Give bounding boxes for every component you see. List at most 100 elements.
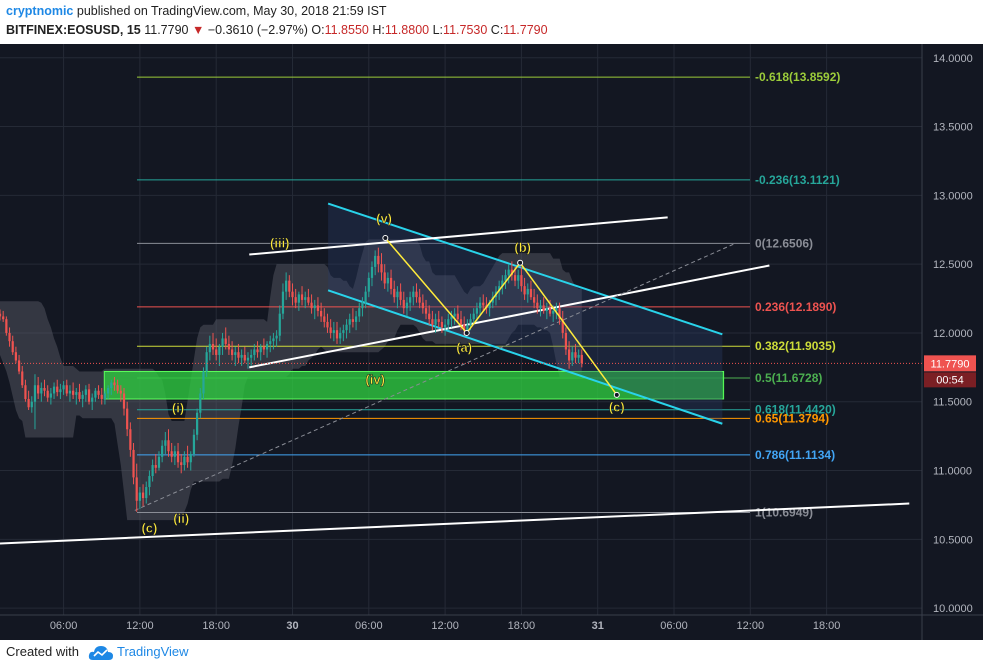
candle bbox=[272, 338, 275, 342]
candle bbox=[281, 291, 285, 314]
candle bbox=[176, 451, 180, 463]
candle bbox=[65, 385, 68, 394]
candle bbox=[116, 385, 119, 391]
elliott-path[interactable] bbox=[382, 235, 620, 398]
candle bbox=[431, 319, 434, 325]
candle bbox=[278, 313, 281, 336]
candle bbox=[237, 352, 240, 358]
candle bbox=[507, 269, 510, 276]
candle bbox=[361, 302, 364, 309]
candle bbox=[523, 286, 526, 295]
candle bbox=[513, 275, 517, 281]
candle bbox=[119, 390, 122, 394]
candle bbox=[345, 324, 348, 331]
wave-label: (c) bbox=[141, 520, 157, 535]
candle bbox=[170, 451, 173, 457]
candle bbox=[141, 492, 145, 499]
open-label: O: bbox=[311, 23, 325, 37]
candle bbox=[103, 393, 107, 399]
candle bbox=[459, 319, 463, 325]
candle bbox=[533, 297, 536, 303]
candle bbox=[37, 385, 40, 394]
fib-label: 0.618(11.4420) bbox=[755, 403, 836, 417]
cloud-band bbox=[0, 239, 582, 521]
candle bbox=[399, 291, 402, 300]
candle bbox=[234, 352, 237, 355]
candle bbox=[199, 393, 202, 413]
time-axis[interactable]: 06:00 12:00 18:00 30 06:00 12:00 18:00 31 06:00 1… bbox=[50, 620, 841, 632]
candle bbox=[246, 357, 250, 361]
candle bbox=[243, 354, 246, 361]
candle bbox=[262, 346, 265, 350]
trendline-base-trend bbox=[0, 502, 910, 545]
time-tick-label: 12:00 bbox=[737, 620, 765, 632]
symbol-line: BITFINEX:EOSUSD, 15 11.7790 ▼ −0.3610 (−… bbox=[6, 23, 548, 37]
candle bbox=[14, 352, 18, 361]
candle bbox=[8, 332, 11, 342]
fib-label: -0.618(13.8592) bbox=[755, 70, 840, 84]
candle bbox=[393, 288, 396, 298]
candle bbox=[313, 305, 316, 309]
candle bbox=[548, 308, 552, 314]
candle bbox=[555, 308, 558, 311]
last-price-tag: 11.7790 00:54 bbox=[0, 355, 976, 388]
candle bbox=[564, 332, 568, 350]
candle bbox=[418, 297, 421, 303]
open-value: 11.8550 bbox=[324, 23, 369, 37]
candle bbox=[383, 272, 386, 284]
wave-label: (c) bbox=[609, 399, 625, 414]
candle bbox=[269, 341, 272, 344]
candle bbox=[294, 297, 297, 303]
support-zone[interactable] bbox=[103, 370, 725, 400]
candle bbox=[447, 319, 450, 325]
wave-labels: (c) (ii) (i) (iii) (v) (iv) (a) (b) (c) bbox=[141, 211, 625, 536]
candle bbox=[52, 386, 56, 394]
candle bbox=[316, 305, 320, 311]
down-arrow-icon: ▼ bbox=[191, 23, 205, 37]
price-axis[interactable]: 10.0000 10.5000 11.0000 11.5000 12.0000 12.50… bbox=[933, 53, 973, 615]
candle bbox=[84, 389, 87, 395]
candle bbox=[380, 264, 383, 273]
candle bbox=[167, 440, 170, 452]
candle bbox=[46, 390, 49, 398]
candle bbox=[300, 294, 304, 300]
candle bbox=[122, 393, 126, 409]
candle bbox=[354, 316, 358, 322]
candle bbox=[504, 275, 507, 281]
time-tick-label: 30 bbox=[286, 620, 298, 632]
candle bbox=[358, 308, 361, 317]
time-tick-label: 06:00 bbox=[50, 620, 78, 632]
time-tick-label: 12:00 bbox=[431, 620, 459, 632]
candle bbox=[183, 456, 186, 466]
fib-label: 0(12.6506) bbox=[755, 236, 813, 250]
candle bbox=[132, 449, 135, 478]
author-link[interactable]: cryptnomic bbox=[6, 4, 74, 18]
candle bbox=[62, 385, 65, 390]
candle bbox=[526, 288, 529, 295]
candle bbox=[0, 313, 2, 317]
candle bbox=[574, 352, 577, 358]
tradingview-brand-link[interactable]: TradingView bbox=[117, 644, 189, 659]
candle bbox=[364, 291, 367, 303]
elliott-polyline bbox=[384, 237, 618, 396]
candle bbox=[326, 321, 329, 328]
candle bbox=[227, 343, 231, 350]
candle bbox=[424, 308, 428, 314]
candle bbox=[113, 382, 116, 386]
fib-label: 0.5(11.6728) bbox=[755, 371, 822, 385]
candle bbox=[126, 408, 129, 430]
candle bbox=[192, 434, 196, 455]
price-tick-label: 10.0000 bbox=[933, 603, 973, 615]
candle bbox=[224, 338, 227, 344]
candle bbox=[2, 316, 5, 320]
candle bbox=[552, 310, 555, 314]
price-tick-label: 10.5000 bbox=[933, 534, 973, 546]
candle bbox=[87, 389, 91, 402]
price-chart[interactable]: -0.618(13.8592) -0.236(13.1121) 0(12.6506)… bbox=[0, 44, 983, 640]
candle bbox=[205, 352, 208, 372]
candle bbox=[30, 401, 33, 408]
time-tick-label: 18:00 bbox=[813, 620, 841, 632]
candle bbox=[157, 456, 161, 468]
price-tick-label: 12.5000 bbox=[933, 259, 973, 271]
candle bbox=[367, 277, 370, 292]
